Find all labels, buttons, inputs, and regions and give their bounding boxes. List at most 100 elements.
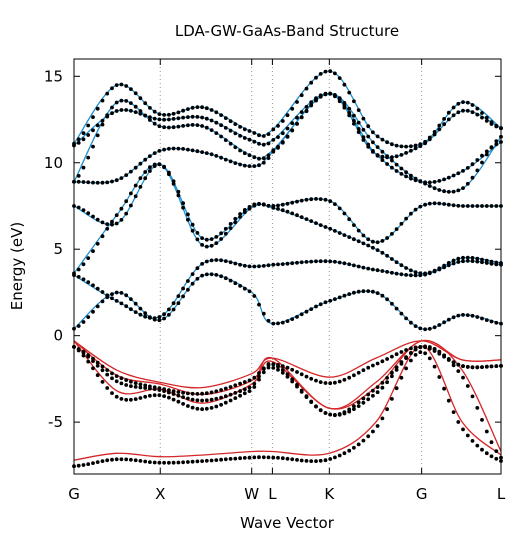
band-point-4-50 (309, 307, 314, 311)
band-point-9-2 (81, 165, 86, 170)
band-point-11-81 (456, 101, 461, 106)
band-point-5-32 (223, 259, 228, 263)
band-point-5-71 (409, 273, 413, 278)
band-point-7-66 (385, 236, 389, 240)
band-point-3-60 (356, 404, 361, 408)
band-point-10-72 (413, 146, 418, 151)
band-point-1-10 (119, 381, 124, 386)
band-point-9-5 (95, 133, 100, 138)
band-point-10-39 (257, 141, 261, 146)
band-point-4-34 (233, 281, 238, 286)
band-point-0-33 (228, 457, 233, 461)
band-point-6-60 (356, 239, 361, 244)
band-point-10-16 (148, 115, 152, 120)
band-point-9-23 (181, 124, 186, 128)
band-point-4-14 (138, 306, 143, 311)
band-point-2-40 (261, 366, 266, 371)
band-point-0-3 (86, 462, 91, 466)
band-point-0-16 (148, 460, 152, 464)
band-point-3-50 (309, 400, 314, 404)
band-point-5-16 (148, 316, 152, 320)
band-point-11-42 (271, 127, 276, 132)
band-point-0-42 (271, 455, 276, 460)
band-point-7-31 (219, 231, 224, 236)
band-point-4-42 (271, 321, 276, 326)
band-point-3-88 (489, 440, 494, 445)
band-point-7-73 (418, 204, 423, 209)
band-point-2-20 (167, 388, 171, 393)
band-point-2-81 (456, 362, 461, 367)
band-point-9-73 (418, 179, 423, 184)
band-point-6-54 (328, 226, 333, 231)
band-point-0-82 (461, 427, 465, 432)
band-point-7-24 (186, 212, 190, 217)
band-point-7-32 (223, 226, 228, 231)
band-point-3-37 (247, 389, 252, 393)
band-point-9-11 (124, 99, 129, 103)
band-point-8-5 (95, 180, 100, 185)
band-point-6-44 (280, 208, 285, 213)
band-point-7-65 (380, 239, 385, 243)
band-point-5-43 (276, 262, 280, 267)
band-point-8-77 (437, 179, 442, 183)
band-point-2-25 (190, 391, 195, 396)
band-point-2-16 (148, 384, 152, 389)
band-point-11-35 (238, 125, 243, 129)
band-point-8-87 (484, 149, 489, 154)
band-point-7-58 (347, 217, 352, 222)
band-point-1-67 (390, 370, 394, 375)
band-point-10-51 (314, 96, 318, 101)
band-point-3-15 (143, 394, 148, 399)
band-point-3-18 (157, 393, 162, 398)
band-point-0-71 (409, 358, 413, 363)
band-point-8-1 (76, 179, 81, 184)
band-point-9-1 (76, 174, 81, 178)
x-tick-label-2: W (244, 485, 259, 503)
band-point-8-21 (171, 146, 176, 151)
band-point-7-51 (314, 197, 318, 201)
band-point-3-70 (404, 356, 408, 360)
band-point-10-83 (465, 108, 470, 113)
band-point-2-37 (247, 378, 252, 383)
band-point-5-62 (366, 266, 371, 271)
band-point-11-7 (105, 91, 110, 96)
band-point-2-51 (314, 378, 318, 383)
band-point-9-22 (176, 124, 181, 129)
band-point-4-74 (423, 327, 427, 332)
band-point-8-16 (148, 154, 152, 159)
band-point-6-46 (290, 211, 295, 216)
band-point-2-68 (394, 352, 399, 357)
band-point-0-28 (204, 458, 209, 463)
band-point-6-13 (133, 183, 138, 188)
band-point-10-86 (480, 115, 484, 120)
band-point-11-16 (148, 106, 152, 110)
band-point-9-89 (494, 139, 499, 144)
band-point-0-72 (413, 353, 418, 357)
band-point-5-72 (413, 273, 418, 278)
band-point-11-23 (181, 108, 186, 113)
band-point-8-75 (427, 180, 432, 185)
band-point-8-25 (190, 148, 195, 153)
band-point-4-59 (352, 290, 356, 295)
band-point-9-16 (148, 118, 152, 122)
band-point-11-29 (209, 108, 214, 112)
band-point-4-71 (409, 320, 413, 325)
band-point-4-20 (167, 312, 171, 317)
band-point-2-48 (299, 372, 304, 377)
band-point-10-2 (81, 137, 86, 142)
band-point-4-70 (404, 316, 408, 321)
band-point-4-5 (95, 304, 100, 309)
band-point-11-59 (352, 99, 356, 104)
band-point-8-8 (110, 179, 114, 184)
band-line-0 (73, 345, 502, 461)
band-point-7-23 (181, 201, 186, 206)
band-point-11-55 (333, 71, 337, 76)
band-point-8-59 (352, 118, 356, 123)
band-point-0-73 (418, 350, 423, 355)
band-point-3-22 (176, 399, 181, 404)
band-point-0-31 (219, 457, 224, 462)
band-point-2-44 (280, 364, 285, 368)
band-point-9-47 (295, 122, 299, 126)
band-point-8-32 (223, 157, 228, 162)
band-point-3-67 (390, 374, 394, 379)
